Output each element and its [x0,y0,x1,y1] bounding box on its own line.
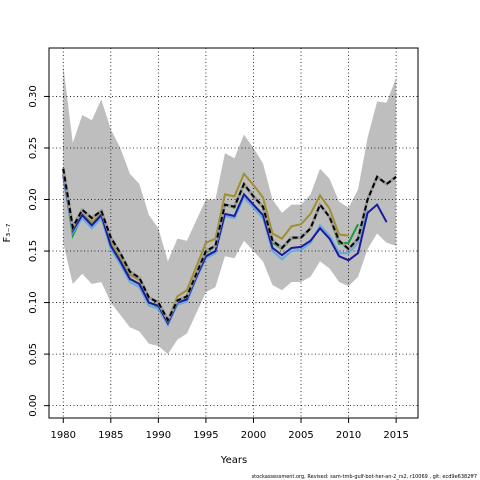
line [62,168,397,323]
x-tick-label: 2015 [383,430,408,441]
y-tick-label: 0.00 [28,394,39,416]
y-tick-label: 0.30 [28,85,39,107]
line [62,174,388,326]
x-tick-label: 1990 [146,430,171,441]
x-tick-label: 2005 [288,430,313,441]
y-tick-label: 0.10 [28,291,39,313]
y-tick-label: 0.20 [28,188,39,210]
x-tick-label: 1995 [193,430,218,441]
footnote: stockassessment.org, Revised: sam-tmb-gu… [252,474,477,480]
y-tick-label: 0.25 [28,137,39,159]
y-axis-label: F₃₋₇ [2,223,13,242]
plot-frame [48,47,419,419]
confidence-band [63,65,397,355]
x-tick-label: 2000 [241,430,266,441]
x-tick-label: 2010 [336,430,361,441]
x-tick-label: 1980 [51,430,76,441]
x-axis-label: Years [220,455,247,466]
x-tick-label: 1985 [98,430,123,441]
y-tick-label: 0.05 [28,343,39,365]
y-tick-label: 0.15 [28,240,39,262]
